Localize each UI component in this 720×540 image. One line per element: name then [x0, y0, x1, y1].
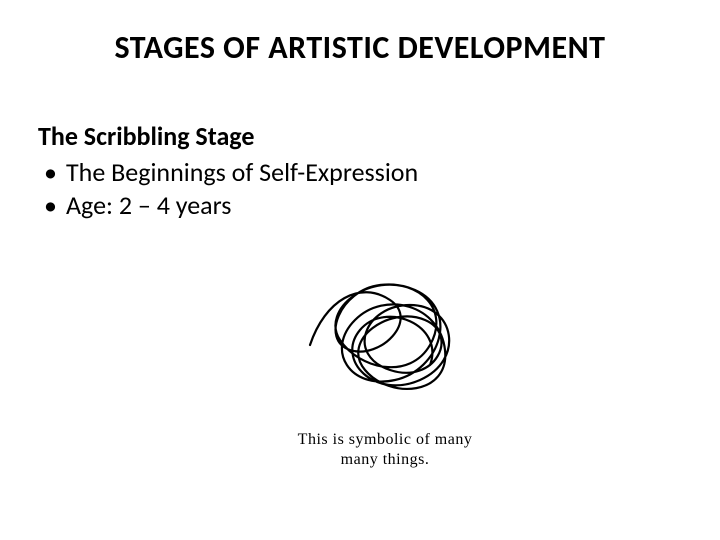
slide-body: The Scribbling Stage The Beginnings of S…: [38, 120, 678, 221]
scribble-path: [310, 284, 449, 388]
subheading: The Scribbling Stage: [38, 120, 678, 152]
bullet-item: Age: 2 – 4 years: [38, 189, 678, 222]
bullet-list: The Beginnings of Self-Expression Age: 2…: [38, 156, 678, 221]
bullet-item: The Beginnings of Self-Expression: [38, 156, 678, 189]
slide: STAGES OF ARTISTIC DEVELOPMENT The Scrib…: [0, 0, 720, 540]
scribble-figure: This is symbolic of many many things.: [255, 250, 515, 470]
figure-caption: This is symbolic of many many things.: [255, 430, 515, 470]
caption-line: This is symbolic of many: [298, 431, 473, 448]
slide-title: STAGES OF ARTISTIC DEVELOPMENT: [0, 28, 720, 67]
caption-line: many things.: [341, 451, 430, 468]
scribble-icon: [270, 250, 500, 420]
